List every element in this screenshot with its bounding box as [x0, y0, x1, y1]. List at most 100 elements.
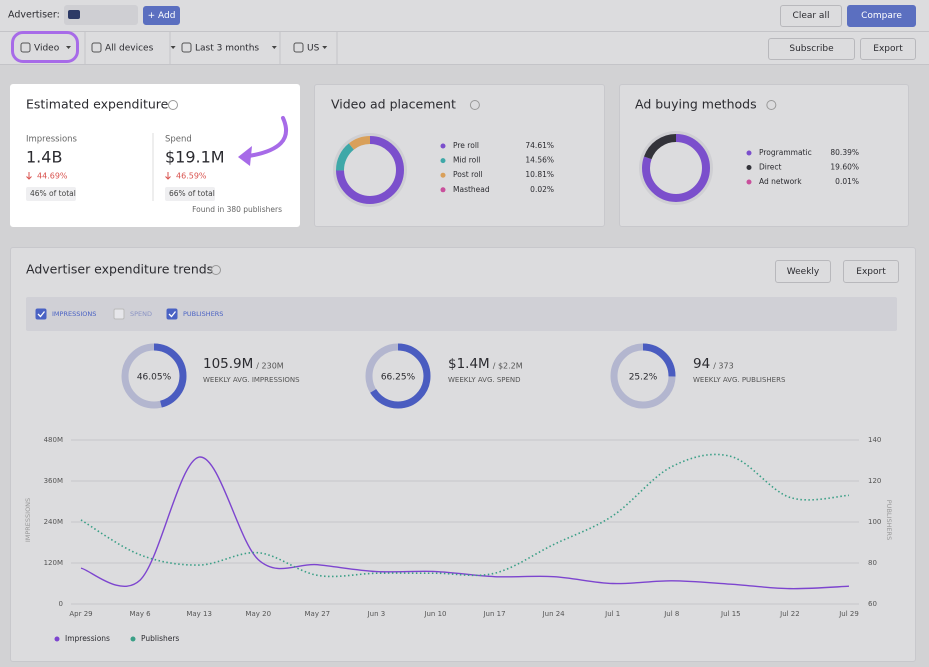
toggle-label: SPEND: [130, 310, 152, 318]
ring-label: 46.05%: [137, 373, 172, 383]
legend-dot: [441, 173, 446, 178]
card-title: Advertiser expenditure trends: [26, 262, 213, 277]
compare-button[interactable]: Compare: [847, 5, 916, 27]
add-button[interactable]: + Add: [143, 6, 180, 25]
donut-hole: [344, 144, 396, 196]
x-tick-label: Jul 29: [838, 610, 859, 618]
checkbox: [36, 309, 46, 319]
legend-dot: [747, 151, 752, 156]
x-tick-label: Jun 24: [542, 610, 566, 618]
legend-label: Masthead: [453, 185, 490, 194]
legend-label: Post roll: [453, 170, 483, 179]
x-tick-label: Jul 1: [604, 610, 620, 618]
footnote: Found in 380 publishers: [192, 205, 282, 214]
x-tick-label: Jul 15: [720, 610, 741, 618]
filter: Video: [34, 44, 60, 54]
filter-icon: [182, 43, 191, 52]
kpi-value: 94: [693, 356, 710, 372]
legend-label: Pre roll: [453, 141, 479, 150]
legend-dot: [131, 637, 136, 642]
kpi-caption: WEEKLY AVG. SPEND: [448, 376, 521, 384]
metric-value: $19.1M: [165, 148, 225, 167]
y2-axis-title: PUBLISHERS: [885, 500, 893, 540]
metric-label: Spend: [165, 135, 192, 145]
legend-label: Programmatic: [759, 148, 812, 157]
card-title: Estimated expenditure: [26, 97, 169, 112]
y-tick-label: 0: [59, 600, 63, 608]
y2-tick-label: 60: [868, 600, 877, 608]
y2-tick-label: 100: [868, 518, 881, 526]
y2-tick-label: 80: [868, 559, 877, 567]
kpi-value: $1.4M: [448, 356, 490, 372]
y2-tick-label: 120: [868, 477, 881, 485]
info-icon: [169, 101, 178, 110]
subscribe-button[interactable]: Subscribe: [768, 38, 855, 60]
ring-label: 25.2%: [629, 373, 658, 383]
metric-value: 1.4B: [26, 148, 62, 167]
metric-label: Impressions: [26, 135, 78, 145]
filter-icon: [294, 43, 303, 52]
donut-hole: [650, 142, 702, 194]
filter: US: [307, 44, 320, 54]
card-title: Video ad placement: [331, 97, 456, 112]
series-line: [81, 454, 849, 576]
legend-value: 74.61%: [525, 141, 554, 150]
kpi-value: 105.9M: [203, 356, 253, 372]
metric-change: 44.69%: [37, 172, 68, 181]
legend-value: 80.39%: [830, 148, 859, 157]
legend-dot: [441, 144, 446, 149]
legend-dot: [441, 187, 446, 192]
y-tick-label: 480M: [44, 436, 63, 444]
filter: All devices: [105, 44, 154, 54]
metric-change: 46.59%: [176, 172, 207, 181]
filter: Last 3 months: [195, 44, 259, 54]
series-line: [81, 457, 849, 589]
advertiser-label: Advertiser:: [8, 10, 60, 21]
filter-caret: [272, 46, 277, 49]
y-tick-label: 360M: [44, 477, 63, 485]
legend-value: 14.56%: [525, 156, 554, 165]
y2-tick-label: 140: [868, 436, 881, 444]
y-tick-label: 120M: [44, 559, 63, 567]
x-tick-label: May 13: [186, 610, 212, 618]
export-button[interactable]: Export: [860, 38, 916, 60]
info-icon: [767, 101, 776, 110]
advertiser-logo: [68, 10, 80, 19]
filter-icon: [21, 43, 30, 52]
info-icon: [470, 101, 479, 110]
export-button[interactable]: Export: [843, 260, 899, 283]
metric-share: 66% of total: [169, 189, 215, 198]
x-tick-label: May 20: [245, 610, 271, 618]
checkbox: [114, 309, 124, 319]
y-tick-label: 240M: [44, 518, 63, 526]
legend-dot: [55, 637, 60, 642]
filter-caret: [66, 46, 71, 49]
legend-label: Direct: [759, 163, 782, 172]
legend-dot: [747, 165, 752, 170]
clear-button[interactable]: Clear all: [780, 5, 842, 27]
x-tick-label: Jun 17: [482, 610, 505, 618]
y-axis-title: IMPRESSIONS: [24, 498, 32, 542]
kpi-total: / 230M: [256, 362, 284, 371]
ring-label: 66.25%: [381, 373, 416, 383]
kpi-caption: WEEKLY AVG. IMPRESSIONS: [203, 376, 300, 384]
x-tick-label: May 27: [305, 610, 331, 618]
card-title: Ad buying methods: [635, 97, 757, 112]
legend-label: Impressions: [65, 634, 110, 643]
x-tick-label: Jun 10: [423, 610, 446, 618]
checkbox: [167, 309, 177, 319]
filter-caret: [322, 46, 327, 49]
x-tick-label: Jul 22: [779, 610, 800, 618]
metric-share: 46% of total: [30, 189, 76, 198]
legend-value: 19.60%: [830, 163, 859, 172]
filter-icon: [92, 43, 101, 52]
down-arrow: [27, 172, 32, 179]
kpi-total: / $2.2M: [493, 362, 523, 371]
x-tick-label: Jul 8: [663, 610, 679, 618]
filter-caret: [171, 46, 176, 49]
legend-dot: [747, 180, 752, 185]
legend-value: 0.02%: [530, 185, 554, 194]
period-select[interactable]: Weekly: [775, 260, 831, 283]
